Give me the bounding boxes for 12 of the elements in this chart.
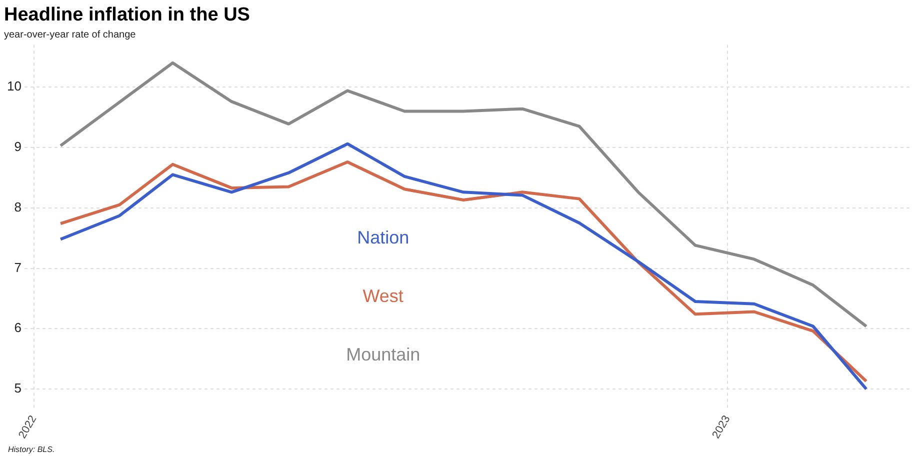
chart-subtitle: year-over-year rate of change — [4, 30, 136, 41]
y-tick-label: 7 — [14, 260, 22, 275]
y-tick-label: 8 — [14, 199, 22, 214]
text: Nation — [357, 227, 410, 248]
y-tick-label: 5 — [14, 380, 22, 396]
y-tick-label: 10 — [6, 78, 22, 94]
y-tick-label: 6 — [14, 320, 22, 336]
y-tick-label: 9 — [14, 139, 22, 154]
text: West — [362, 286, 404, 306]
text: Mountain — [346, 344, 420, 364]
text: History: BLS. — [8, 445, 55, 454]
chart-title: Headline inflation in the US — [4, 4, 250, 26]
